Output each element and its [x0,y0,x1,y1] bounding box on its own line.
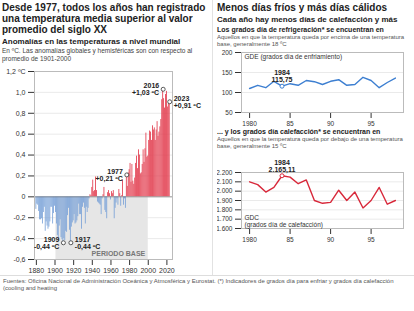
svg-text:0,8: 0,8 [16,110,26,117]
html-text:Desde 1977, todos los años han: Desde 1977, todos los años han registrad… [2,2,206,35]
svg-text:1980: 1980 [122,267,138,274]
svg-text:-0,6: -0,6 [13,256,25,263]
svg-text:1940: 1940 [85,267,101,274]
html-text:Fuentes: Oficina Nacional de A: Fuentes: Oficina Nacional de Administrac… [3,278,394,291]
svg-text:GDE (grados día de enfriamient: GDE (grados día de enfriamiento) [245,53,343,61]
svg-text:2000: 2000 [140,267,156,274]
svg-text:2.200: 2.200 [217,169,233,176]
svg-text:1,0: 1,0 [16,89,26,96]
html-text:... y los grados día calefacci: ... y los grados día calefacción* se enc… [217,128,381,135]
svg-text:1920: 1920 [66,267,82,274]
svg-text:95: 95 [367,236,375,242]
svg-text:1984115,75: 1984115,75 [271,69,292,84]
svg-text:100: 100 [222,89,233,96]
svg-text:90: 90 [327,236,335,242]
svg-text:90: 90 [327,120,335,126]
svg-text:2.000: 2.000 [217,187,233,194]
html-text:Los grados día de refrigeració: Los grados día de refrigeración* se encu… [217,26,384,33]
svg-text:150: 150 [222,69,233,76]
svg-text:1960: 1960 [103,267,119,274]
svg-text:1,2 ºC: 1,2 ºC [6,68,25,75]
svg-text:1900: 1900 [47,267,63,274]
svg-text:1.700: 1.700 [217,215,233,222]
svg-text:GDC(grados día de calefacción): GDC(grados día de calefacción) [245,214,323,229]
svg-text:1.600: 1.600 [217,225,233,232]
svg-text:1.900: 1.900 [217,197,233,204]
svg-text:95: 95 [367,120,375,126]
html-text:Menos días fríos y más días cá: Menos días fríos y más días cálidos [217,2,388,13]
svg-text:-0,4: -0,4 [13,235,25,242]
svg-text:1980: 1980 [242,120,257,126]
svg-text:1977+0,21 ºC: 1977+0,21 ºC [96,168,123,183]
svg-text:1.800: 1.800 [217,206,233,213]
svg-text:-0,2: -0,2 [13,214,25,221]
html-text:Cada año hay menos días de cal: Cada año hay menos días de calefacción y… [217,15,398,24]
svg-text:19842.165,11: 19842.165,11 [269,159,296,174]
svg-text:2016+1,03 ºC: 2016+1,03 ºC [132,82,159,97]
svg-text:1917-0,44 ºC: 1917-0,44 ºC [75,236,101,251]
svg-text:1980: 1980 [242,236,257,242]
svg-text:0,2: 0,2 [16,172,26,179]
html-text:En ºC. Las anomalías globales: En ºC. Las anomalías globales y hemisfér… [2,47,193,62]
html-text:Anomalías en las temperaturas: Anomalías en las temperaturas a nivel mu… [2,37,181,46]
svg-text:2.100: 2.100 [217,178,233,185]
svg-text:85: 85 [286,120,294,126]
svg-text:2020: 2020 [159,267,175,274]
svg-text:0,6: 0,6 [16,130,26,137]
html-text:Aquellos en que la temperatura: Aquellos en que la temperatura queda por… [217,34,405,47]
svg-text:0,4: 0,4 [16,151,26,158]
svg-text:2023+0,91 ºC: 2023+0,91 ºC [174,95,201,110]
html-text:Aquellos en que la temperatura: Aquellos en que la temperatura queda por… [217,136,403,149]
svg-text:PERIODO BASE: PERIODO BASE [92,250,146,257]
svg-text:1909-0,44 ºC: 1909-0,44 ºC [34,236,60,251]
svg-text:0: 0 [22,193,26,200]
svg-text:50: 50 [225,109,233,116]
svg-text:1880: 1880 [29,267,45,274]
svg-text:200: 200 [222,49,233,56]
svg-text:85: 85 [286,236,294,242]
